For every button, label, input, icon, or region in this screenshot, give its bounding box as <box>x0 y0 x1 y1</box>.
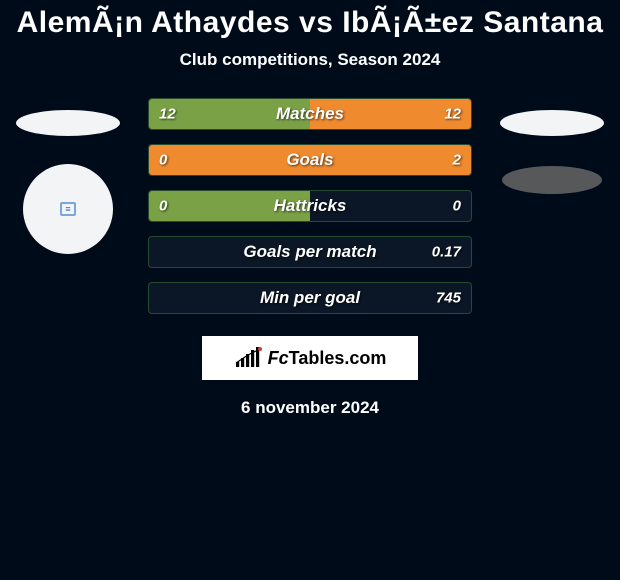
stat-right-value: 0 <box>453 198 461 215</box>
left-column: ≡ <box>8 98 128 254</box>
stat-right-value: 2 <box>453 152 461 169</box>
brand-chart-icon <box>234 347 262 369</box>
brand-text-prefix: Fc <box>268 348 289 368</box>
brand-text-rest: Tables.com <box>289 348 387 368</box>
page-title: AlemÃ¡n Athaydes vs IbÃ¡Ã±ez Santana <box>0 6 620 40</box>
stats-column: 12 12 Matches 0 2 Goals 0 0 Hattricks 0.17 Goals p… <box>128 98 492 314</box>
stat-left-value: 0 <box>159 198 167 215</box>
columns: ≡ 12 12 Matches 0 2 Goals 0 0 Hattricks 0.17 Goals… <box>0 98 620 314</box>
player1-club-badge-inner: ≡ <box>60 202 76 216</box>
stat-label: Hattricks <box>274 196 347 216</box>
stat-right-value: 0.17 <box>432 244 461 261</box>
player1-badge <box>16 110 120 136</box>
stat-right-value: 12 <box>444 106 461 123</box>
stat-left-value: 0 <box>159 152 167 169</box>
brand-attribution[interactable]: FcTables.com <box>202 336 418 380</box>
stat-row: 0 0 Hattricks <box>148 190 472 222</box>
comparison-card: AlemÃ¡n Athaydes vs IbÃ¡Ã±ez Santana Clu… <box>0 0 620 418</box>
stat-left-value: 12 <box>159 106 176 123</box>
stat-row: 745 Min per goal <box>148 282 472 314</box>
stat-right-value: 745 <box>436 290 461 307</box>
subtitle: Club competitions, Season 2024 <box>0 50 620 70</box>
brand-text: FcTables.com <box>268 348 387 369</box>
stat-label: Goals per match <box>243 242 376 262</box>
player2-club-badge <box>502 166 602 194</box>
stat-row: 12 12 Matches <box>148 98 472 130</box>
player1-club-badge: ≡ <box>23 164 113 254</box>
right-column <box>492 98 612 194</box>
stat-label: Min per goal <box>260 288 360 308</box>
stat-label: Goals <box>286 150 333 170</box>
player2-badge <box>500 110 604 136</box>
stat-row: 0 2 Goals <box>148 144 472 176</box>
stat-row: 0.17 Goals per match <box>148 236 472 268</box>
date-note: 6 november 2024 <box>0 398 620 418</box>
stat-label: Matches <box>276 104 344 124</box>
